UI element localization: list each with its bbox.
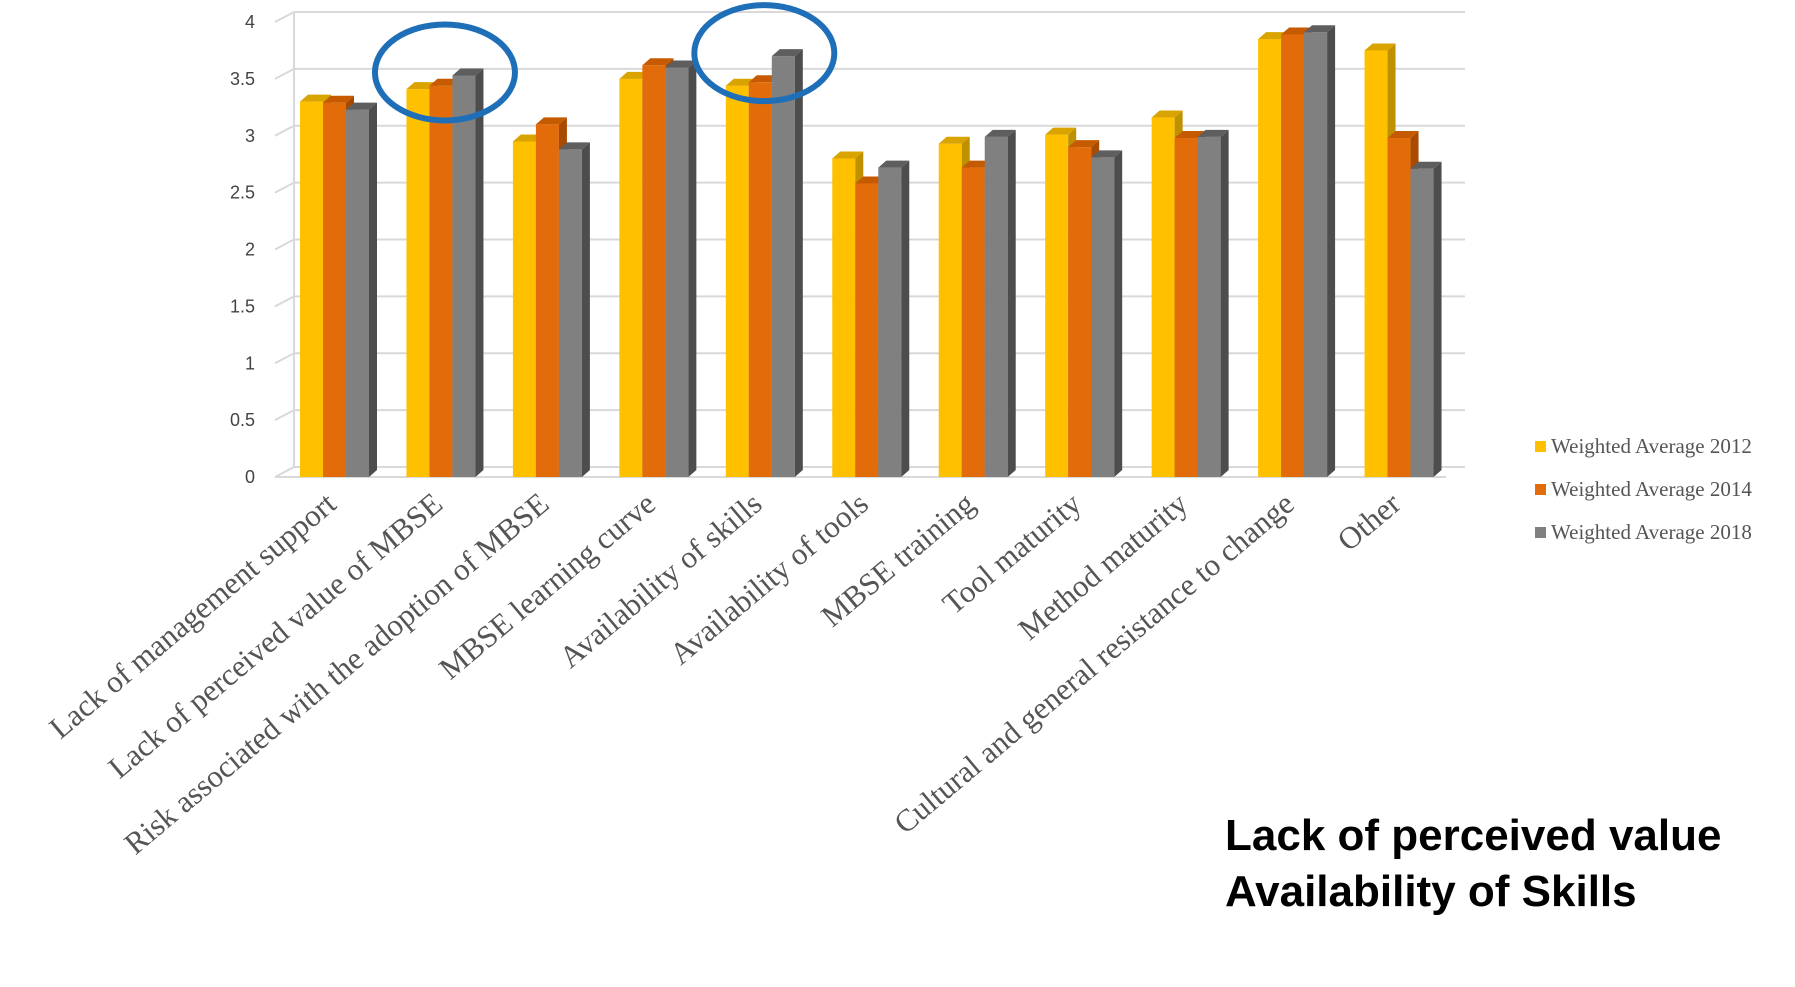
bar (558, 142, 590, 477)
legend-entry: Weighted Average 2012 (1535, 434, 1752, 458)
x-tick-label: Risk associated with the adoption of MBS… (117, 486, 555, 862)
y-tick-label: 1 (245, 353, 255, 373)
bar (1197, 129, 1229, 477)
gridline-depth (274, 466, 295, 478)
gridline-depth (274, 11, 295, 23)
annotation-note: Lack of perceived value Availability of … (1225, 808, 1721, 920)
y-tick-label: 3 (245, 126, 255, 146)
bar (878, 160, 910, 477)
gridline-depth (274, 352, 295, 365)
y-tick-label: 4 (245, 12, 255, 32)
y-axis-tick-labels: 0 0.5 1 1.5 2 2.5 3 3.5 4 (230, 12, 255, 487)
legend: Weighted Average 2012 Weighted Average 20… (1535, 434, 1752, 544)
y-tick-label: 0.5 (230, 410, 255, 430)
legend-entry: Weighted Average 2018 (1535, 520, 1752, 544)
bars (300, 25, 1442, 478)
highlight-ellipse (691, 2, 838, 105)
legend-swatch (1535, 527, 1546, 538)
bar (665, 60, 697, 477)
legend-swatch (1535, 484, 1546, 495)
x-tick-label: Availability of skills (552, 486, 768, 675)
bar (771, 49, 803, 477)
bar (1304, 25, 1336, 478)
y-tick-label: 2.5 (230, 183, 255, 203)
annotations (371, 2, 838, 124)
bar (346, 102, 377, 478)
x-tick-label: Availability of tools (663, 486, 875, 672)
y-tick-label: 1.5 (230, 296, 255, 316)
y-tick-label: 0 (245, 467, 255, 487)
gridline-depth (274, 409, 295, 422)
bar (1410, 161, 1442, 478)
bar (452, 68, 484, 478)
y-tick-label: 2 (245, 240, 255, 260)
note-line-1: Lack of perceived value (1225, 811, 1722, 860)
note-line-2: Availability of Skills (1225, 867, 1637, 916)
highlight-ellipse (371, 21, 518, 124)
gridline-depth (274, 238, 295, 251)
legend-label: Weighted Average 2012 (1551, 434, 1752, 458)
x-tick-label: Other (1330, 485, 1407, 558)
bar (984, 129, 1016, 477)
legend-entry: Weighted Average 2014 (1535, 477, 1752, 501)
y-tick-label: 3.5 (230, 69, 255, 89)
gridline-depth (274, 124, 295, 137)
legend-label: Weighted Average 2014 (1551, 477, 1752, 501)
bar (1091, 150, 1123, 478)
gridline-depth (274, 295, 295, 308)
legend-swatch (1535, 441, 1546, 452)
legend-label: Weighted Average 2018 (1551, 520, 1752, 544)
gridline-depth (274, 67, 295, 80)
gridline-depth (274, 181, 295, 194)
